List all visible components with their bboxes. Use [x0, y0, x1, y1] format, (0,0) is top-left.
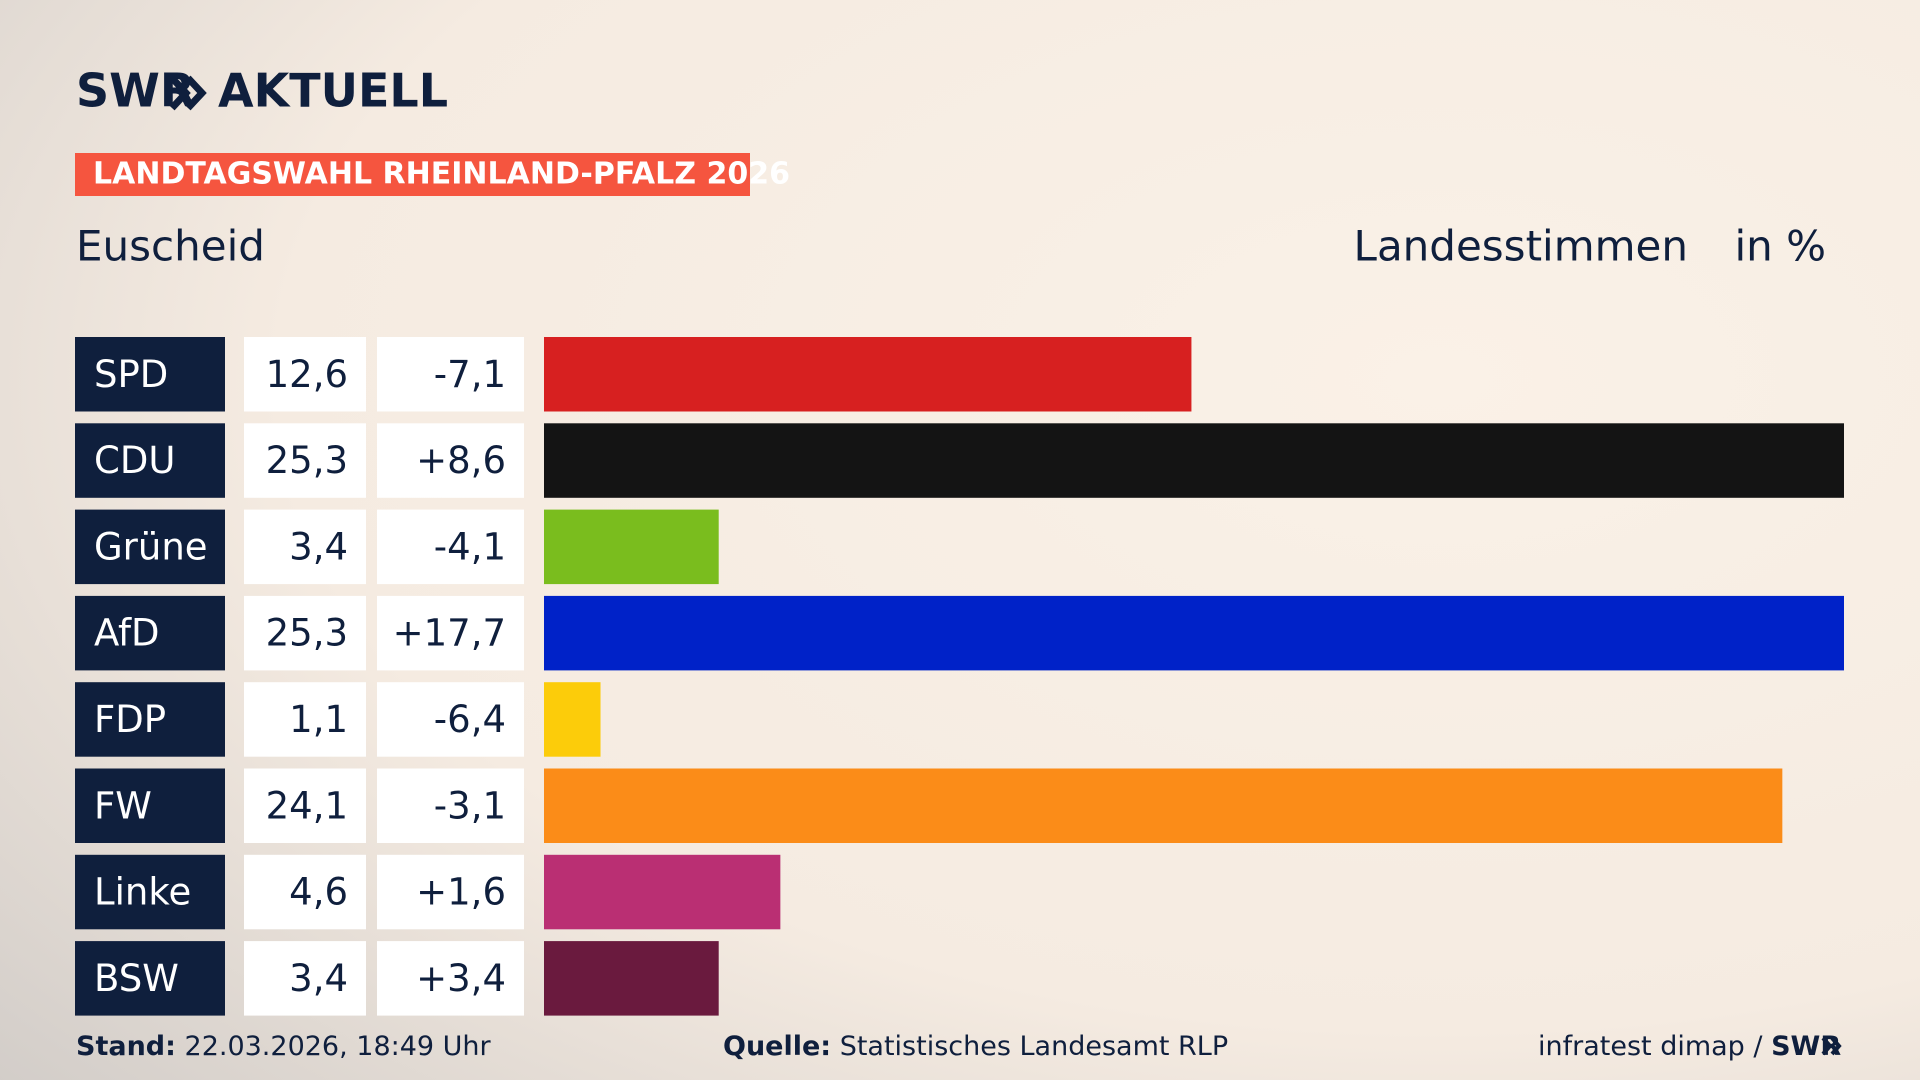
value-label: 4,6 [289, 871, 348, 914]
source: Quelle: Statistisches Landesamt RLP [723, 1031, 1228, 1062]
bar [544, 337, 1192, 412]
party-box [75, 768, 225, 843]
change-label: +8,6 [416, 439, 506, 482]
change-box [377, 337, 524, 412]
party-label: FDP [94, 698, 166, 741]
change-box [377, 595, 524, 671]
value-title: Landesstimmen [1354, 222, 1688, 271]
change-box [377, 682, 524, 757]
bar [544, 854, 781, 930]
value-box [244, 941, 366, 1016]
chart-title: Euscheid [76, 222, 265, 271]
value-label: 12,6 [266, 353, 348, 396]
party-box [75, 337, 225, 412]
change-label: -7,1 [434, 353, 506, 396]
bar [544, 941, 719, 1016]
change-label: +1,6 [416, 871, 506, 914]
party-label: Grüne [94, 525, 208, 568]
brand: SWR [76, 64, 195, 118]
stand: Stand: 22.03.2026, 18:49 Uhr [76, 1031, 492, 1062]
party-label: CDU [94, 439, 175, 482]
stand-label: Stand: [76, 1031, 176, 1062]
value-label: 3,4 [289, 525, 348, 568]
party-box [75, 854, 225, 930]
value-box [244, 854, 366, 930]
change-box [377, 768, 524, 843]
stand-date: 22.03.2026, 18:49 Uhr [185, 1031, 492, 1062]
party-box [75, 509, 225, 585]
change-label: +17,7 [393, 612, 506, 655]
change-label: -6,4 [434, 698, 506, 741]
party-box [75, 941, 225, 1016]
party-label: SPD [94, 353, 168, 396]
value-box [244, 595, 366, 671]
value-label: 24,1 [266, 784, 348, 827]
value-label: 25,3 [266, 439, 348, 482]
credit-text: infratest dimap / [1538, 1031, 1763, 1062]
banner-text: LANDTAGSWAHL RHEINLAND-PFALZ 2026 [93, 157, 790, 192]
change-label: -4,1 [434, 525, 506, 568]
party-box [75, 423, 225, 498]
party-box [75, 595, 225, 671]
party-label: Linke [94, 871, 191, 914]
party-box [75, 682, 225, 757]
bar [544, 595, 1844, 671]
value-label: 1,1 [289, 698, 348, 741]
credit-arrows [1821, 1036, 1842, 1056]
source-name: Statistisches Landesamt RLP [840, 1031, 1228, 1062]
change-box [377, 854, 524, 930]
banner [75, 153, 750, 196]
brand-suffix: AKTUELL [218, 64, 448, 118]
credit: infratest dimap / SWR [1538, 1031, 1841, 1062]
value-box [244, 682, 366, 757]
change-label: +3,4 [416, 957, 506, 1000]
change-box [377, 941, 524, 1016]
bar [544, 682, 601, 757]
value-box [244, 337, 366, 412]
value-label: 25,3 [266, 612, 348, 655]
bar [544, 423, 1844, 498]
bar [544, 768, 1783, 843]
change-box [377, 509, 524, 585]
party-label: FW [94, 784, 152, 827]
bar [544, 509, 719, 585]
party-label: AfD [94, 612, 160, 655]
unit: in % [1734, 222, 1826, 271]
value-box [244, 423, 366, 498]
value-box [244, 768, 366, 843]
value-box [244, 509, 366, 585]
source-label: Quelle: [723, 1031, 831, 1062]
value-label: 3,4 [289, 957, 348, 1000]
change-box [377, 423, 524, 498]
party-label: BSW [94, 957, 179, 1000]
change-label: -3,1 [434, 784, 506, 827]
brand-arrows [169, 75, 207, 111]
rows: SPD 12,6 -7,1 CDU 25,3 +8,6 Grüne 3,4 -4,1 AfD 25,… [75, 337, 1844, 1016]
